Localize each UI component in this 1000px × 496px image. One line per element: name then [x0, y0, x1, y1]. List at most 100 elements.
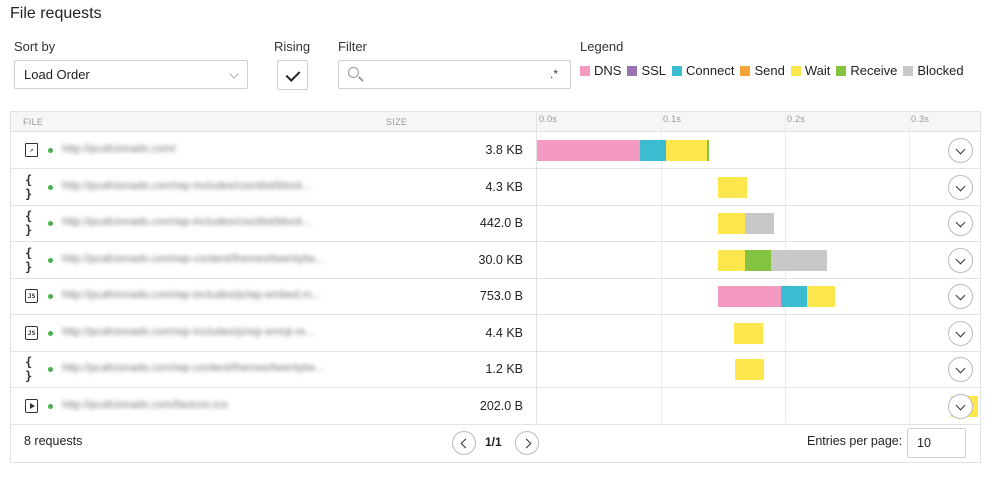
legend-label: Connect [686, 63, 735, 78]
previous-page-button[interactable] [452, 431, 476, 455]
table-row: http://pcafcionado.com/favicon.ico 202.0 … [11, 388, 980, 425]
expand-row-button[interactable] [948, 320, 973, 346]
html-file-icon: ↗ [25, 143, 38, 157]
timing-bar [735, 359, 764, 380]
timing-bar [734, 322, 763, 344]
request-count: 8 requests [24, 434, 83, 448]
expand-row-button[interactable] [948, 284, 973, 309]
status-dot [48, 403, 53, 409]
legend-item-blocked: Blocked [903, 63, 964, 78]
legend-label: Wait [804, 63, 831, 78]
file-size: 753.0 B [479, 289, 523, 303]
chevron-down-icon [229, 69, 239, 79]
file-url: http://pcafcionado.com/favicon.ico [62, 398, 228, 411]
status-dot [48, 367, 53, 372]
time-tick-label: 0.2s [787, 114, 806, 124]
time-tick-label: 0.3s [911, 114, 930, 124]
legend-label: Legend [580, 39, 624, 54]
file-size: 30.0 KB [478, 252, 523, 267]
legend-item-send: Send [740, 63, 785, 78]
css-file-icon: { } [25, 209, 33, 237]
file-url: http://pcafcionado.com/wp-content/themes… [62, 252, 324, 265]
legend-swatch [580, 65, 590, 76]
entries-per-page-input[interactable]: 10 [907, 428, 966, 458]
legend-label: SSL [641, 63, 667, 78]
sort-select[interactable]: Load Order [14, 60, 248, 89]
check-icon [285, 67, 301, 82]
status-dot [48, 257, 53, 263]
regex-hint: .* [549, 67, 558, 81]
expand-row-button[interactable] [948, 247, 973, 273]
css-file-icon: { } [25, 355, 33, 383]
time-tick-label: 0.1s [663, 114, 682, 124]
status-dot [48, 330, 53, 336]
js-file-icon: JS [25, 289, 38, 303]
file-url: http://pcafcionado.com/wp-includes/js/wp… [62, 325, 315, 338]
expand-row-button[interactable] [948, 138, 973, 163]
file-size: 202.0 B [479, 398, 523, 413]
status-dot [48, 294, 53, 299]
rising-label: Rising [274, 39, 311, 54]
expand-row-button[interactable] [948, 357, 973, 382]
timing-segment-wait [734, 322, 763, 344]
legend-swatch [903, 65, 914, 76]
timing-segment-dns [537, 140, 640, 161]
expand-row-button[interactable] [948, 174, 973, 200]
timing-segment-connect [639, 140, 666, 161]
expand-row-button[interactable] [948, 393, 973, 419]
filter-input[interactable]: .* [338, 60, 571, 89]
timing-segment-connect [781, 286, 808, 307]
timing-segment-wait [718, 249, 746, 271]
timing-segment-wait [735, 359, 764, 380]
css-file-icon: { } [25, 245, 33, 274]
timing-bar [718, 286, 835, 307]
js-file-icon: JS [25, 325, 38, 340]
legend-item-ssl: SSL [627, 63, 666, 78]
timing-bar [537, 140, 710, 161]
file-requests-table: FILE SIZE 0.0s 0.1s 0.2s 0.3s ↗ http://pcafc… [10, 111, 981, 463]
search-icon [348, 67, 359, 78]
status-dot [48, 184, 53, 190]
css-file-icon: { } [25, 172, 33, 201]
legend-item-dns: DNS [580, 63, 621, 78]
legend-swatch [790, 65, 801, 76]
file-size: 4.3 KB [485, 179, 523, 194]
table-footer: 8 requests 1/1 Entries per page: 10 [11, 423, 980, 463]
legend-item-connect: Connect [672, 63, 734, 78]
entries-per-page-label: Entries per page: [807, 434, 903, 448]
legend-label: Blocked [917, 63, 964, 78]
file-url: http://pcafcionado.com/wp-includes/css/d… [62, 216, 312, 228]
table-row: { } http://pcafcionado.com/wp-includes/cs… [11, 205, 980, 242]
timing-segment-receive [706, 140, 710, 161]
legend-item-receive: Receive [836, 63, 897, 78]
file-size: 3.8 KB [485, 143, 523, 157]
file-url: http://pcafcionado.com/ [62, 143, 176, 155]
table-row: { } http://pcafcionado.com/wp-includes/cs… [11, 169, 980, 206]
page-indicator: 1/1 [485, 435, 502, 449]
file-url: http://pcafcionado.com/wp-includes/css/d… [62, 179, 312, 192]
timing-bar [718, 176, 747, 198]
table-header: FILE SIZE 0.0s 0.1s 0.2s 0.3s [11, 112, 980, 132]
table-row: JS http://pcafcionado.com/wp-includes/js/… [11, 278, 980, 315]
next-page-button[interactable] [515, 431, 539, 455]
timing-segment-blocked [771, 249, 828, 271]
legend-label: Receive [850, 63, 898, 78]
expand-row-button[interactable] [948, 211, 973, 236]
timing-bar [718, 249, 828, 271]
column-header-size: SIZE [386, 117, 408, 127]
timing-segment-receive [745, 249, 772, 271]
legend-swatch [627, 65, 638, 76]
legend-item-wait: Wait [790, 63, 831, 78]
file-size: 442.0 B [479, 216, 523, 230]
filter-label: Filter [338, 39, 367, 54]
table-row: { } http://pcafcionado.com/wp-content/the… [11, 242, 980, 279]
time-gridline [661, 112, 662, 423]
table-row: JS http://pcafcionado.com/wp-includes/js/… [11, 315, 980, 352]
sort-select-value: Load Order [24, 67, 90, 82]
rising-checkbox[interactable] [277, 60, 308, 90]
time-gridline [909, 112, 910, 423]
file-url: http://pcafcionado.com/wp-content/themes… [62, 362, 324, 374]
table-row: ↗ http://pcafcionado.com/3.8 KB [11, 132, 980, 169]
sort-label: Sort by [14, 39, 56, 54]
status-dot [48, 221, 53, 226]
